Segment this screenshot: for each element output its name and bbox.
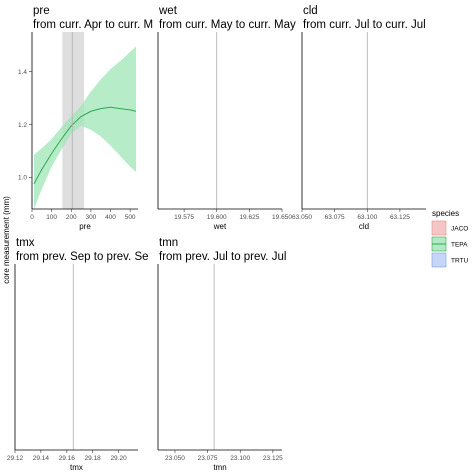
x-tick-label-tmn: 23.050: [165, 455, 185, 462]
strip-title-wet-2: from curr. May to curr. May: [159, 19, 296, 31]
x-tick-label-cld: 63.050: [292, 214, 312, 221]
panel-wet: wet from curr. May to curr. May 19.575 19.6…: [157, 5, 296, 231]
strip-title-tmn-2: from prev. Jul to prev. Jul: [159, 251, 286, 263]
x-tick-label-pre: 400: [105, 214, 116, 221]
x-tick-label-cld: 63.075: [325, 214, 345, 221]
x-tick-label-wet: 19.575: [174, 214, 194, 221]
x-axis-title-pre: pre: [79, 222, 91, 231]
panel-tmn: tmn from prev. Jul to prev. Jul 23.050 23.0…: [157, 237, 286, 472]
panel-cld: cld from curr. Jul to curr. Jul 63.050 63.0…: [292, 5, 426, 231]
legend-title: species: [432, 209, 459, 218]
x-tick-label-wet: 19.650: [272, 214, 292, 221]
panel-tmx: tmx from prev. Sep to prev. Se 29.12 29.14 2…: [7, 237, 149, 472]
y-axis-title: core measurement (mm): [2, 196, 11, 284]
legend-item-jaco: JACO: [431, 220, 468, 236]
legend-label-trtu: TRTU: [451, 258, 469, 265]
x-tick-label-tmx: 29.20: [110, 455, 127, 462]
strip-title-pre-2: from curr. Apr to curr. M: [33, 19, 153, 31]
legend-key-jaco: [431, 220, 447, 236]
x-tick-label-tmn: 23.125: [263, 455, 283, 462]
x-tick-label-tmn: 23.075: [198, 455, 218, 462]
legend-item-trtu: TRTU: [431, 252, 469, 268]
legend-label-tepa: TEPA: [451, 242, 468, 249]
strip-title-tmx-2: from prev. Sep to prev. Se: [16, 251, 149, 263]
plot-area-pre: [33, 32, 137, 209]
y-tick-label-pre: 1.4: [18, 69, 27, 76]
legend-label-jaco: JACO: [451, 226, 468, 233]
x-tick-label-pre: 0: [30, 214, 34, 221]
x-tick-label-tmx: 29.12: [7, 455, 24, 462]
strip-title-cld-1: cld: [303, 5, 318, 17]
x-tick-label-tmx: 29.18: [85, 455, 102, 462]
strip-title-tmn-1: tmn: [159, 237, 178, 249]
x-axis-title-wet: wet: [213, 222, 227, 231]
fit-line-tepa: [33, 106, 137, 185]
x-tick-label-cld: 63.125: [390, 214, 410, 221]
ribbon-tepa: [33, 46, 137, 209]
x-tick-label-pre: 100: [46, 214, 57, 221]
x-tick-label-tmn: 23.100: [230, 455, 250, 462]
legend-item-tepa: TEPA: [431, 236, 468, 252]
x-tick-label-pre: 200: [66, 214, 77, 221]
strip-title-cld-2: from curr. Jul to curr. Jul: [303, 19, 426, 31]
strip-title-wet-1: wet: [158, 5, 178, 17]
x-tick-label-cld: 63.100: [357, 214, 377, 221]
y-tick-label-pre: 1.0: [18, 175, 27, 182]
panel-pre: pre from curr. Apr to curr. M 0 100 200 300 40…: [18, 5, 153, 231]
x-tick-label-tmx: 29.16: [59, 455, 76, 462]
legend-key-trtu: [431, 252, 447, 268]
x-axis-title-tmn: tmn: [213, 463, 226, 472]
x-tick-label-pre: 500: [125, 214, 136, 221]
x-tick-label-wet: 19.600: [207, 214, 227, 221]
legend: species JACO TEPA TRTU: [431, 209, 469, 268]
x-axis-title-cld: cld: [359, 222, 369, 231]
x-axis-title-tmx: tmx: [70, 463, 83, 472]
x-tick-label-pre: 300: [85, 214, 96, 221]
y-tick-label-pre: 1.2: [18, 122, 27, 129]
x-tick-label-wet: 19.625: [239, 214, 259, 221]
strip-title-tmx-1: tmx: [16, 237, 35, 249]
strip-title-pre-1: pre: [33, 5, 50, 17]
x-tick-label-tmx: 29.14: [33, 455, 50, 462]
